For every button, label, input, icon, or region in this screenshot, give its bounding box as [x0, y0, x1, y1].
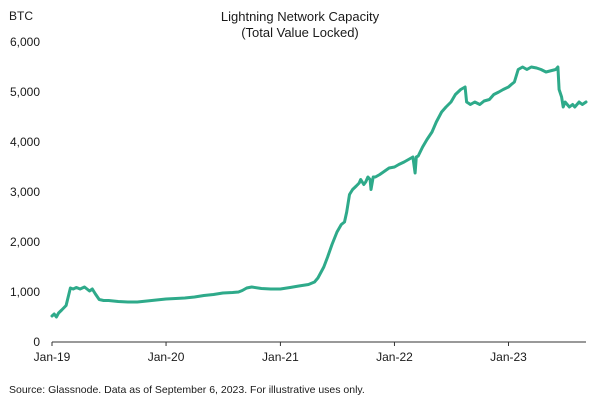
y-tick-label: 4,000 — [10, 135, 40, 149]
y-tick-label: 0 — [33, 335, 40, 349]
y-axis-unit-label: BTC — [9, 9, 33, 23]
x-tick-label: Jan-20 — [148, 350, 185, 364]
x-tick-label: Jan-22 — [376, 350, 413, 364]
x-tick-label: Jan-23 — [490, 350, 527, 364]
x-axis-ticks: Jan-19 Jan-20 Jan-21 Jan-22 Jan-23 — [34, 342, 527, 364]
y-tick-label: 1,000 — [10, 285, 40, 299]
series-line-capacity — [50, 65, 588, 319]
y-tick-label: 3,000 — [10, 185, 40, 199]
y-axis-ticks: 0 1,000 2,000 3,000 4,000 5,000 6,000 — [10, 35, 40, 349]
y-tick-label: 6,000 — [10, 35, 40, 49]
y-tick-label: 2,000 — [10, 235, 40, 249]
source-note: Source: Glassnode. Data as of September … — [9, 384, 365, 396]
y-tick-label: 5,000 — [10, 85, 40, 99]
chart-title: Lightning Network Capacity — [221, 9, 380, 24]
x-tick-label: Jan-19 — [34, 350, 71, 364]
chart-subtitle: (Total Value Locked) — [241, 25, 359, 40]
x-tick-label: Jan-21 — [262, 350, 299, 364]
